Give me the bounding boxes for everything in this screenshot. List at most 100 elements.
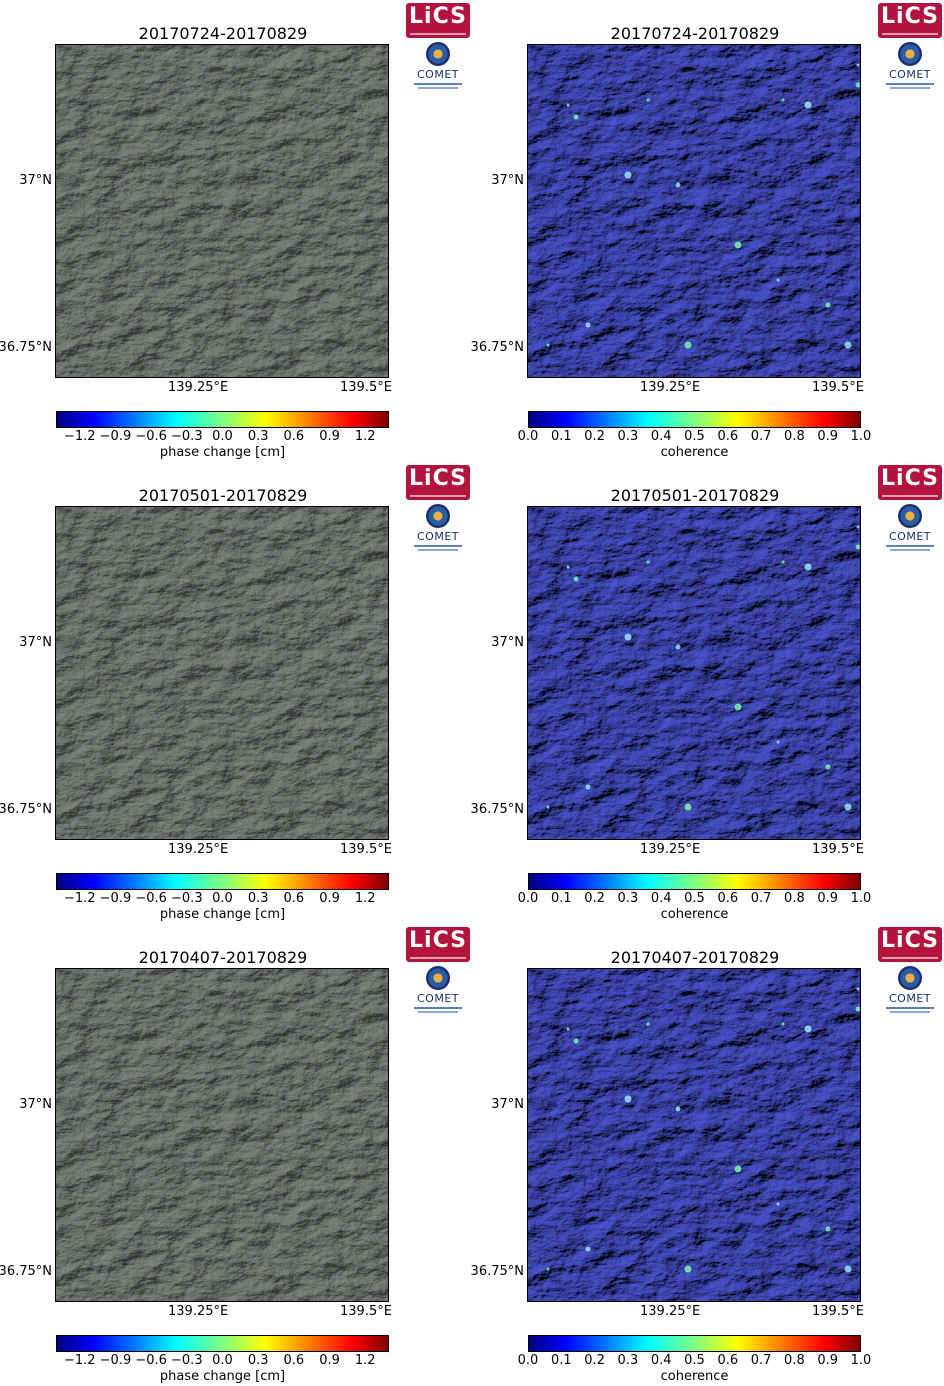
y-tick-label: 37°N xyxy=(19,173,52,188)
panel-title: 20170501-20170829 xyxy=(610,486,780,505)
colorbar-tick-label: 0.4 xyxy=(650,429,672,444)
x-tick-label: 139.5°E xyxy=(812,380,864,395)
colorbar xyxy=(56,873,389,890)
comet-emblem-icon xyxy=(426,966,450,990)
coherence-map xyxy=(527,968,861,1302)
x-tick-label: 139.25°E xyxy=(640,842,701,857)
colorbar-tick-label: 0.0 xyxy=(212,429,233,444)
coherence-spot xyxy=(856,63,860,67)
coherence-spot xyxy=(646,98,650,102)
colorbar-tick-label: −0.3 xyxy=(171,891,203,906)
comet-logo: COMET xyxy=(882,966,938,1020)
coherence-spot xyxy=(684,341,692,349)
coherence-spot xyxy=(684,803,692,811)
map-panel-6: 20170407-20170829 37°N 36.75°N 139.25°E … xyxy=(471,924,944,1386)
colorbar-ticks: 0.0 0.1 0.2 0.3 0.4 0.5 0.6 0.7 0.8 0.9 1.0 xyxy=(518,891,872,906)
colorbar-tick-label: −0.3 xyxy=(171,1353,203,1368)
coherence-map xyxy=(527,44,861,378)
coherence-spot xyxy=(573,576,579,582)
colorbar-tick-label: 0.4 xyxy=(650,891,672,906)
colorbar-tick-label: 0.7 xyxy=(750,891,772,906)
coherence-spot xyxy=(776,278,780,282)
coherence-spot xyxy=(624,633,632,641)
colorbar-ticks: −1.2 −0.9 −0.6 −0.3 0.0 0.3 0.6 0.9 1.2 xyxy=(56,1354,389,1368)
y-tick-label: 36.75°N xyxy=(470,802,524,817)
coherence-spot xyxy=(624,1095,632,1103)
colorbar-tick-label: 0.7 xyxy=(750,1353,772,1368)
coherence-spot xyxy=(855,82,860,88)
y-tick-label: 37°N xyxy=(491,173,524,188)
colorbar-tick-label: 0.8 xyxy=(784,1353,805,1368)
colorbar-tick-label: 0.2 xyxy=(584,429,605,444)
coherence-spot xyxy=(566,1027,570,1031)
colorbar-tick-label: 0.9 xyxy=(817,891,839,906)
coherence-spot xyxy=(781,560,785,564)
lics-logo: LiCS xyxy=(406,927,470,962)
colorbar-tick-label: 0.1 xyxy=(550,891,572,906)
coherence-spot xyxy=(776,1202,780,1206)
lics-logo: LiCS xyxy=(878,465,942,500)
colorbar-tick-label: −1.2 xyxy=(63,891,96,906)
coherence-spot xyxy=(804,101,812,109)
colorbar-tick-label: 1.0 xyxy=(850,1353,872,1368)
coherence-spot xyxy=(573,114,579,120)
colorbar xyxy=(56,1335,389,1352)
colorbar-tick-label: 0.7 xyxy=(750,429,772,444)
coherence-spot xyxy=(675,644,681,650)
colorbar-tick-label: 0.8 xyxy=(784,891,805,906)
x-tick-label: 139.25°E xyxy=(640,380,701,395)
colorbar-tick-label: 0.2 xyxy=(584,1353,605,1368)
coherence-spot xyxy=(844,1265,852,1273)
colorbar-ticks: −1.2 −0.9 −0.6 −0.3 0.0 0.3 0.6 0.9 1.2 xyxy=(56,430,389,444)
colorbar-tick-label: 0.0 xyxy=(212,1353,233,1368)
colorbar-tick-label: 0.9 xyxy=(319,1353,340,1368)
colorbar-tick-label: 0.4 xyxy=(650,1353,672,1368)
colorbar-tick-label: 0.9 xyxy=(817,1353,839,1368)
colorbar-tick-label: 0.3 xyxy=(247,1353,269,1368)
map-panel-2: 20170724-20170829 37°N 36.75°N 139.25°E … xyxy=(470,0,944,462)
coherence-spot xyxy=(856,525,860,529)
comet-emblem-icon xyxy=(426,504,450,528)
comet-logo: COMET xyxy=(882,504,938,558)
coherence-spot xyxy=(734,241,742,249)
colorbar-tick-label: 1.2 xyxy=(354,429,376,444)
coherence-spot xyxy=(825,1226,831,1232)
colorbar-tick-label: 0.5 xyxy=(684,891,705,906)
colorbar-tick-label: 0.3 xyxy=(247,429,269,444)
colorbar-tick-label: −0.6 xyxy=(135,1353,167,1368)
colorbar-tick-label: 0.2 xyxy=(584,891,605,906)
colorbar-tick-label: −0.9 xyxy=(99,429,132,444)
comet-logo: COMET xyxy=(410,966,466,1020)
colorbar-label: phase change [cm] xyxy=(159,1369,286,1384)
colorbar-tick-label: −0.6 xyxy=(135,891,167,906)
coherence-spot xyxy=(776,740,780,744)
colorbar-label: phase change [cm] xyxy=(159,907,286,922)
colorbar-tick-label: 0.0 xyxy=(517,1353,539,1368)
colorbar-tick-label: −1.2 xyxy=(63,1353,96,1368)
colorbar-tick-label: 0.5 xyxy=(684,1353,705,1368)
comet-logo: COMET xyxy=(410,504,466,558)
y-tick-label: 37°N xyxy=(491,635,524,650)
colorbar-tick-label: −0.6 xyxy=(135,429,167,444)
colorbar xyxy=(56,411,389,428)
coherence-spot xyxy=(825,764,831,770)
y-tick-label: 36.75°N xyxy=(470,340,524,355)
coherence-spot xyxy=(566,565,570,569)
coherence-spot xyxy=(573,1038,579,1044)
lics-logo: LiCS xyxy=(878,3,942,38)
x-tick-label: 139.25°E xyxy=(168,380,229,395)
coherence-spot xyxy=(855,544,860,550)
comet-logo: COMET xyxy=(410,42,466,96)
coherence-spot xyxy=(684,1265,692,1273)
y-tick-label: 36.75°N xyxy=(0,1264,52,1279)
colorbar-tick-label: 0.9 xyxy=(319,429,340,444)
colorbar-tick-label: 0.3 xyxy=(617,429,639,444)
lics-logo: LiCS xyxy=(406,3,470,38)
colorbar-tick-label: −0.9 xyxy=(99,1353,132,1368)
colorbar-ticks: 0.0 0.1 0.2 0.3 0.4 0.5 0.6 0.7 0.8 0.9 1.0 xyxy=(518,429,872,444)
colorbar-tick-label: 0.1 xyxy=(550,429,572,444)
colorbar-label: phase change [cm] xyxy=(159,445,286,460)
colorbar-tick-label: 0.6 xyxy=(283,1353,305,1368)
coherence-spot xyxy=(804,1025,812,1033)
colorbar-tick-label: 0.9 xyxy=(817,429,839,444)
